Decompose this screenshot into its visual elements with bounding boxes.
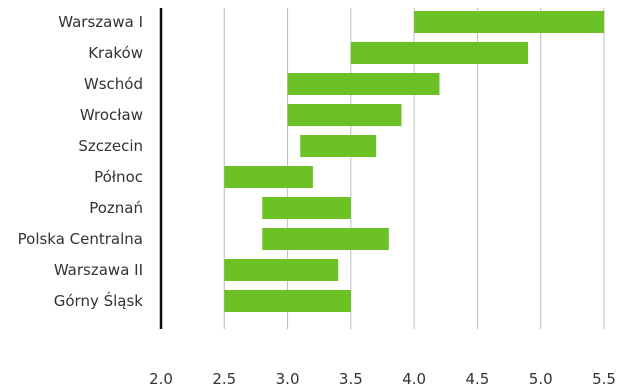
category-label: Szczecin xyxy=(78,137,143,155)
bar xyxy=(262,197,351,219)
bar xyxy=(224,166,313,188)
bar xyxy=(287,104,402,126)
x-tick-label: 2.0 xyxy=(149,370,173,388)
x-tick-label: 5.0 xyxy=(529,370,553,388)
x-tick-label: 4.5 xyxy=(465,370,489,388)
category-label: Warszawa II xyxy=(54,261,143,279)
bar xyxy=(262,228,389,250)
bar xyxy=(300,135,377,157)
category-label: Wrocław xyxy=(80,106,143,124)
bar xyxy=(224,290,351,312)
category-label: Poznań xyxy=(89,199,143,217)
category-label: Warszawa I xyxy=(58,13,143,31)
x-tick-label: 3.5 xyxy=(339,370,363,388)
category-labels: Warszawa I Kraków Wschód Wrocław Szczecin Pół… xyxy=(18,13,144,310)
bar xyxy=(350,42,529,64)
category-label: Górny Śląsk xyxy=(54,291,144,310)
x-tick-labels: 2.0 2.5 3.0 3.5 4.0 4.5 5.0 5.5 xyxy=(149,370,616,388)
category-label: Polska Centralna xyxy=(18,230,143,248)
category-label: Północ xyxy=(94,168,143,186)
x-tick-label: 2.5 xyxy=(212,370,236,388)
x-tick-label: 4.0 xyxy=(402,370,426,388)
x-tick-label: 3.0 xyxy=(276,370,300,388)
x-tick-label: 5.5 xyxy=(592,370,616,388)
bar xyxy=(414,11,604,33)
bar xyxy=(287,73,440,95)
category-label: Kraków xyxy=(88,44,143,62)
category-label: Wschód xyxy=(84,75,143,93)
bars xyxy=(224,11,604,312)
bar xyxy=(224,259,339,281)
